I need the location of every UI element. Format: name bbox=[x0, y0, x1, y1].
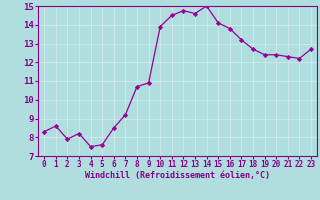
X-axis label: Windchill (Refroidissement éolien,°C): Windchill (Refroidissement éolien,°C) bbox=[85, 171, 270, 180]
